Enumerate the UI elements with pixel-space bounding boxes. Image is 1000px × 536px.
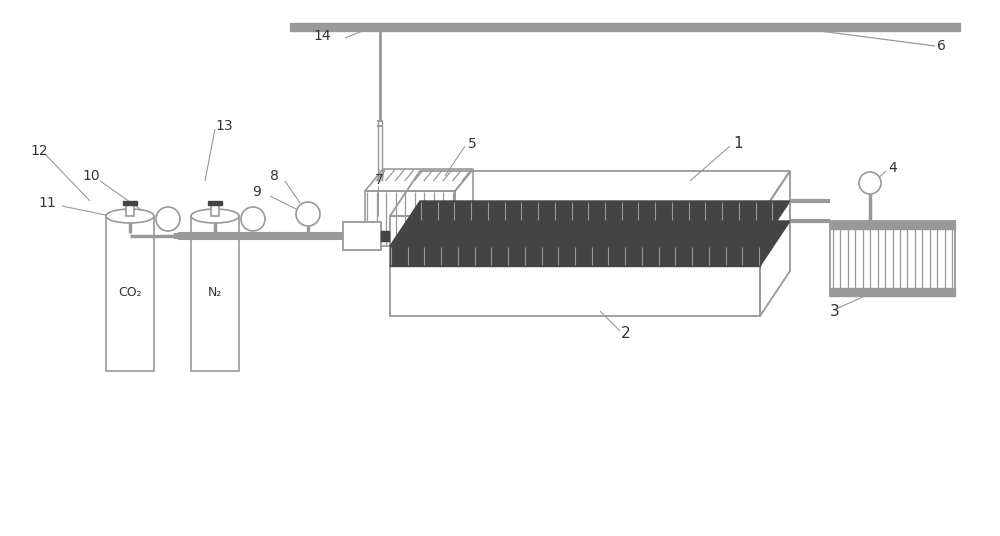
Text: 13: 13 [215,119,233,133]
Bar [390,216,760,316]
Text: 6: 6 [937,39,946,53]
Bar [123,201,137,205]
Bar [191,216,239,371]
Text: 5: 5 [468,137,477,151]
Bar [380,232,390,239]
Text: 7: 7 [375,173,384,187]
Text: N₂: N₂ [208,287,222,300]
Bar [830,221,955,296]
Bar [381,231,389,241]
Text: 9: 9 [252,185,261,199]
Bar [830,288,955,296]
Bar [211,202,219,216]
Circle shape [296,202,320,226]
Text: CO₂: CO₂ [118,287,142,300]
Bar [830,221,955,229]
Text: 4: 4 [888,161,897,175]
Text: 12: 12 [30,144,48,158]
Bar [208,201,222,205]
Polygon shape [390,201,790,246]
Text: 14: 14 [313,29,331,43]
Text: 10: 10 [82,169,100,183]
Ellipse shape [106,209,154,223]
Bar [126,202,134,216]
Text: 3: 3 [830,303,840,318]
Polygon shape [390,221,790,266]
Circle shape [859,172,881,194]
Text: 8: 8 [270,169,279,183]
Ellipse shape [191,209,239,223]
Bar [290,23,960,31]
Text: 2: 2 [621,326,631,341]
Text: 1: 1 [733,136,743,151]
Bar [343,222,381,250]
Circle shape [156,207,180,231]
Text: 11: 11 [38,196,56,210]
Bar [178,232,343,239]
Bar [390,246,760,266]
Circle shape [241,207,265,231]
Bar [106,216,154,371]
